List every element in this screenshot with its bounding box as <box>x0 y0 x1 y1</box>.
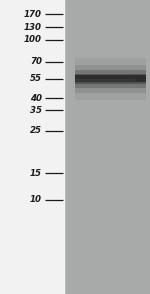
Text: 25: 25 <box>30 126 42 135</box>
Text: 40: 40 <box>30 94 42 103</box>
Text: 10: 10 <box>30 196 42 204</box>
Text: 70: 70 <box>30 57 42 66</box>
Text: 130: 130 <box>24 23 42 31</box>
Bar <box>75 70 146 88</box>
Text: 170: 170 <box>24 10 42 19</box>
Text: 35: 35 <box>30 106 42 115</box>
Bar <box>65 0 150 294</box>
Bar <box>75 75 146 82</box>
Text: 15: 15 <box>30 169 42 178</box>
Bar <box>75 65 146 93</box>
Bar <box>75 74 146 84</box>
Text: 55: 55 <box>30 74 42 83</box>
Text: 100: 100 <box>24 35 42 44</box>
Bar <box>75 58 146 100</box>
Bar <box>75 79 135 81</box>
